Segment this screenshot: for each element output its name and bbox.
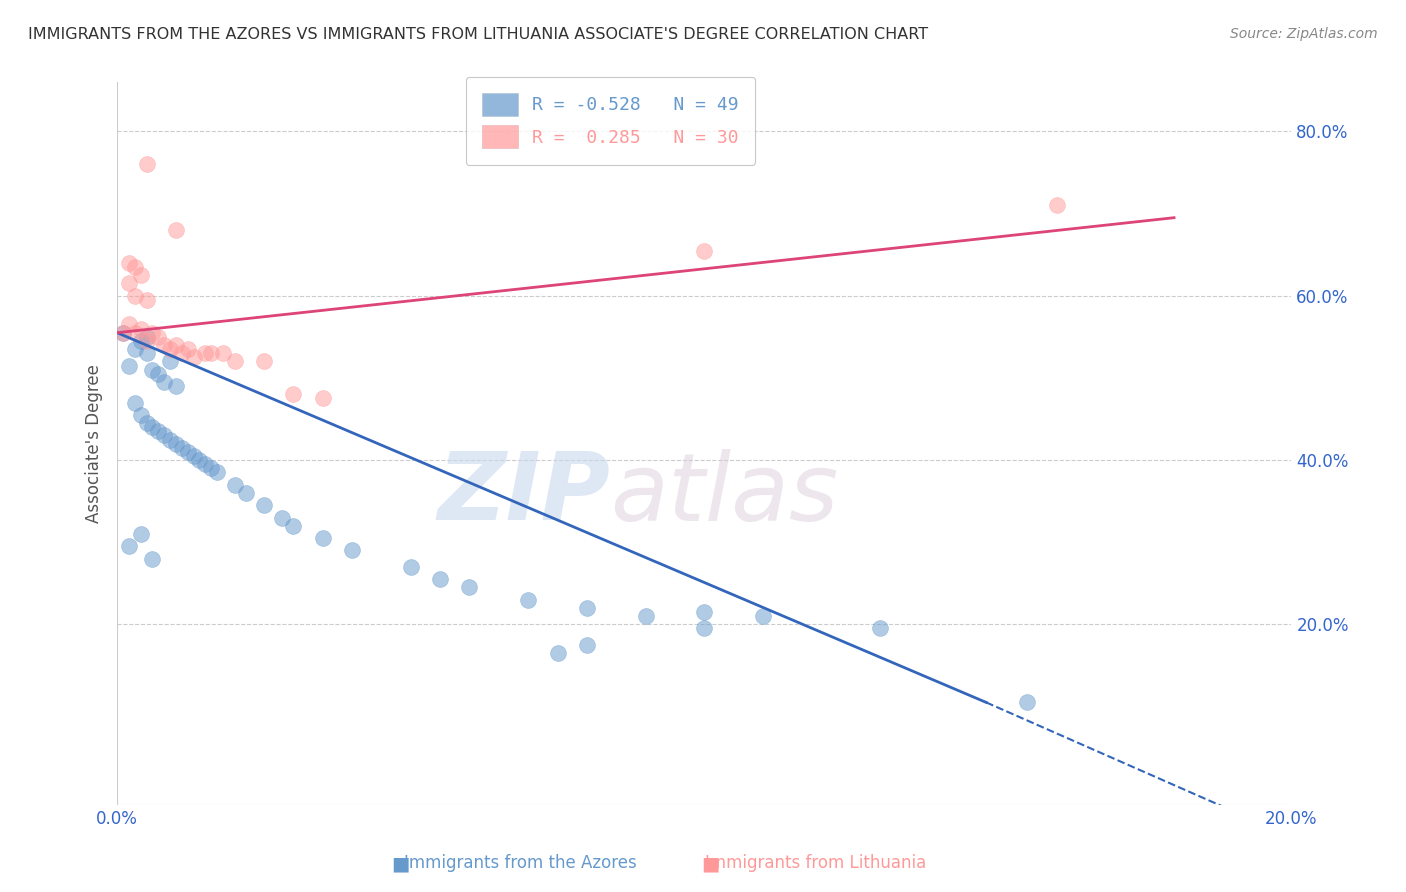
Legend: R = -0.528   N = 49, R =  0.285   N = 30: R = -0.528 N = 49, R = 0.285 N = 30 — [465, 77, 755, 165]
Point — [194, 457, 217, 471]
Point — [517, 592, 540, 607]
Point — [1045, 198, 1067, 212]
Point — [165, 379, 187, 393]
Point — [124, 260, 146, 274]
Point — [129, 527, 152, 541]
Text: Immigrants from the Azores: Immigrants from the Azores — [404, 855, 637, 872]
Point — [270, 510, 292, 524]
Point — [118, 539, 141, 553]
Point — [148, 330, 170, 344]
Point — [283, 387, 305, 401]
Point — [165, 338, 187, 352]
Point — [458, 580, 481, 594]
Point — [135, 293, 157, 307]
Text: IMMIGRANTS FROM THE AZORES VS IMMIGRANTS FROM LITHUANIA ASSOCIATE'S DEGREE CORRE: IMMIGRANTS FROM THE AZORES VS IMMIGRANTS… — [28, 27, 928, 42]
Point — [253, 354, 276, 368]
Point — [429, 572, 451, 586]
Point — [135, 346, 157, 360]
Point — [752, 609, 775, 624]
Point — [159, 342, 181, 356]
Point — [634, 609, 657, 624]
Point — [176, 342, 198, 356]
Point — [135, 416, 157, 430]
Point — [283, 518, 305, 533]
Point — [159, 354, 181, 368]
Point — [153, 338, 176, 352]
Point — [129, 408, 152, 422]
Point — [200, 346, 222, 360]
Point — [148, 425, 170, 439]
Point — [118, 277, 141, 291]
Point — [141, 326, 163, 340]
Point — [224, 477, 246, 491]
Point — [124, 342, 146, 356]
Point — [183, 449, 205, 463]
Text: Source: ZipAtlas.com: Source: ZipAtlas.com — [1230, 27, 1378, 41]
Point — [141, 420, 163, 434]
Point — [340, 543, 363, 558]
Point — [124, 326, 146, 340]
Point — [547, 646, 569, 660]
Point — [112, 326, 135, 340]
Point — [693, 605, 716, 619]
Text: atlas: atlas — [610, 449, 838, 540]
Point — [129, 321, 152, 335]
Point — [153, 375, 176, 389]
Point — [153, 428, 176, 442]
Point — [253, 498, 276, 512]
Point — [575, 601, 598, 615]
Point — [170, 346, 193, 360]
Point — [159, 433, 181, 447]
Text: ZIP: ZIP — [437, 448, 610, 541]
Point — [312, 531, 335, 545]
Point — [165, 223, 187, 237]
Point — [165, 436, 187, 450]
Point — [141, 362, 163, 376]
Point — [124, 289, 146, 303]
Point — [224, 354, 246, 368]
Point — [1017, 695, 1039, 709]
Point — [118, 318, 141, 332]
Point — [183, 351, 205, 365]
Point — [176, 445, 198, 459]
Point — [124, 395, 146, 409]
Point — [575, 638, 598, 652]
Point — [212, 346, 235, 360]
Y-axis label: Associate's Degree: Associate's Degree — [86, 364, 103, 523]
Point — [135, 334, 157, 348]
Point — [170, 441, 193, 455]
Point — [135, 157, 157, 171]
Point — [148, 367, 170, 381]
Text: Immigrants from Lithuania: Immigrants from Lithuania — [704, 855, 927, 872]
Point — [118, 359, 141, 373]
Point — [112, 326, 135, 340]
Point — [869, 622, 891, 636]
Point — [129, 334, 152, 348]
Point — [205, 466, 228, 480]
Point — [129, 268, 152, 283]
Point — [118, 256, 141, 270]
Point — [693, 244, 716, 258]
Point — [194, 346, 217, 360]
Point — [141, 551, 163, 566]
Text: ■: ■ — [700, 854, 720, 873]
Point — [399, 559, 422, 574]
Text: ■: ■ — [391, 854, 411, 873]
Point — [135, 330, 157, 344]
Point — [188, 453, 211, 467]
Point — [693, 622, 716, 636]
Point — [235, 486, 257, 500]
Point — [312, 392, 335, 406]
Point — [200, 461, 222, 475]
